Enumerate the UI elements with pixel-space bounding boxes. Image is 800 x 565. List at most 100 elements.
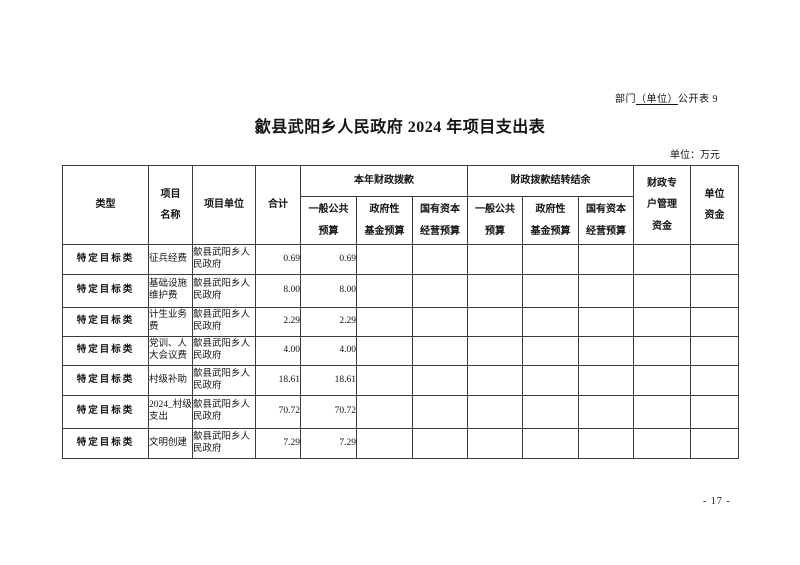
cell-total: 4.00	[255, 336, 301, 366]
cell-cy-fund	[356, 395, 413, 429]
cell-co-fund	[522, 395, 580, 429]
cell-cy-general: 8.00	[300, 274, 357, 308]
cell-type: 特定目标类	[62, 244, 149, 275]
header-co-govt-fund: 政府性 基金预算	[522, 196, 580, 245]
cell-cy-general: 4.00	[300, 336, 357, 366]
cell-total: 8.00	[255, 274, 301, 308]
header-type: 类型	[62, 165, 149, 245]
cell-special	[633, 244, 692, 275]
cell-cy-capital	[411, 274, 469, 308]
cell-co-capital	[578, 307, 635, 337]
table-row: 特定目标类 村级补助 歙县武阳乡人民政府 18.61 18.61	[62, 365, 740, 396]
cell-type: 特定目标类	[62, 365, 149, 396]
cell-cy-capital	[411, 395, 469, 429]
corner-label-prefix: 部门	[615, 94, 636, 105]
cell-co-capital	[578, 244, 635, 275]
corner-label: 部门（单位）公开表 9	[615, 90, 718, 105]
cell-cy-fund	[356, 244, 413, 275]
header-project-name: 项目 名称	[148, 165, 193, 245]
cell-co-general	[467, 244, 524, 275]
cell-co-capital	[578, 274, 635, 308]
project-expenditure-table: 类型 项目 名称 项目单位 合计 本年财政拨款 财政拨款结转结余 财政专 户管理…	[62, 165, 740, 459]
cell-cy-general: 18.61	[300, 365, 357, 396]
header-co-state-capital: 国有资本 经营预算	[578, 196, 635, 245]
cell-co-fund	[522, 336, 580, 366]
cell-co-fund	[522, 428, 580, 459]
cell-co-general	[467, 365, 524, 396]
cell-special	[633, 274, 692, 308]
cell-project-unit: 歙县武阳乡人民政府	[192, 395, 256, 429]
cell-cy-fund	[356, 307, 413, 337]
cell-project-unit: 歙县武阳乡人民政府	[192, 244, 256, 275]
cell-total: 70.72	[255, 395, 301, 429]
cell-cy-fund	[356, 428, 413, 459]
table-row: 特定目标类 2024_村级支出 歙县武阳乡人民政府 70.72 70.72	[62, 395, 740, 429]
cell-cy-capital	[411, 307, 469, 337]
cell-special	[633, 428, 692, 459]
cell-cy-general: 70.72	[300, 395, 357, 429]
cell-cy-fund	[356, 365, 413, 396]
header-special-account: 财政专 户管理 资金	[633, 165, 692, 245]
cell-special	[633, 307, 692, 337]
table-row: 特定目标类 文明创建 歙县武阳乡人民政府 7.29 7.29	[62, 428, 740, 459]
cell-co-fund	[522, 307, 580, 337]
cell-special	[633, 336, 692, 366]
cell-special	[633, 365, 692, 396]
cell-co-fund	[522, 274, 580, 308]
table-row: 特定目标类 征兵经费 歙县武阳乡人民政府 0.69 0.69	[62, 244, 740, 275]
corner-label-underlined: （单位）	[636, 94, 678, 105]
cell-type: 特定目标类	[62, 428, 149, 459]
header-cy-state-capital: 国有资本 经营预算	[411, 196, 469, 245]
cell-unit-funds	[690, 395, 740, 429]
cell-project-unit: 歙县武阳乡人民政府	[192, 274, 256, 308]
cell-project-name: 文明创建	[148, 428, 193, 459]
header-group-carryover: 财政拨款结转结余	[467, 165, 635, 197]
cell-project-name: 党训、人大会议费	[148, 336, 193, 366]
cell-cy-capital	[411, 244, 469, 275]
cell-type: 特定目标类	[62, 336, 149, 366]
cell-cy-fund	[356, 336, 413, 366]
cell-project-unit: 歙县武阳乡人民政府	[192, 365, 256, 396]
cell-project-name: 基础设施维护费	[148, 274, 193, 308]
cell-type: 特定目标类	[62, 274, 149, 308]
cell-project-unit: 歙县武阳乡人民政府	[192, 336, 256, 366]
cell-cy-general: 0.69	[300, 244, 357, 275]
cell-co-capital	[578, 365, 635, 396]
cell-cy-capital	[411, 365, 469, 396]
cell-co-fund	[522, 365, 580, 396]
cell-unit-funds	[690, 428, 740, 459]
cell-project-unit: 歙县武阳乡人民政府	[192, 307, 256, 337]
cell-total: 18.61	[255, 365, 301, 396]
cell-total: 2.29	[255, 307, 301, 337]
cell-type: 特定目标类	[62, 307, 149, 337]
unit-note: 单位：万元	[670, 150, 720, 161]
cell-co-general	[467, 307, 524, 337]
header-unit-funds: 单位 资金	[690, 165, 740, 245]
table-row: 特定目标类 基础设施维护费 歙县武阳乡人民政府 8.00 8.00	[62, 274, 740, 308]
header-row-groups: 类型 项目 名称 项目单位 合计 本年财政拨款 财政拨款结转结余 财政专 户管理…	[62, 165, 740, 245]
header-total: 合计	[255, 165, 301, 245]
cell-cy-general: 2.29	[300, 307, 357, 337]
cell-project-name: 村级补助	[148, 365, 193, 396]
header-cy-govt-fund: 政府性 基金预算	[356, 196, 413, 245]
cell-project-unit: 歙县武阳乡人民政府	[192, 428, 256, 459]
cell-cy-capital	[411, 336, 469, 366]
cell-co-general	[467, 336, 524, 366]
cell-unit-funds	[690, 244, 740, 275]
cell-cy-capital	[411, 428, 469, 459]
page-number: - 17 -	[703, 496, 731, 507]
cell-unit-funds	[690, 336, 740, 366]
table-header: 类型 项目 名称 项目单位 合计 本年财政拨款 财政拨款结转结余 财政专 户管理…	[62, 165, 740, 245]
cell-co-capital	[578, 336, 635, 366]
header-row-subcolumns: 一般公共 预算 政府性 基金预算 国有资本 经营预算 一般公共 预算 政府性 基…	[63, 196, 739, 245]
cell-unit-funds	[690, 365, 740, 396]
table-row: 特定目标类 计生业务费 歙县武阳乡人民政府 2.29 2.29	[62, 307, 740, 337]
cell-unit-funds	[690, 274, 740, 308]
cell-special	[633, 395, 692, 429]
cell-co-general	[467, 274, 524, 308]
corner-label-suffix: 公开表 9	[678, 94, 718, 105]
cell-co-general	[467, 428, 524, 459]
cell-co-capital	[578, 395, 635, 429]
cell-co-capital	[578, 428, 635, 459]
